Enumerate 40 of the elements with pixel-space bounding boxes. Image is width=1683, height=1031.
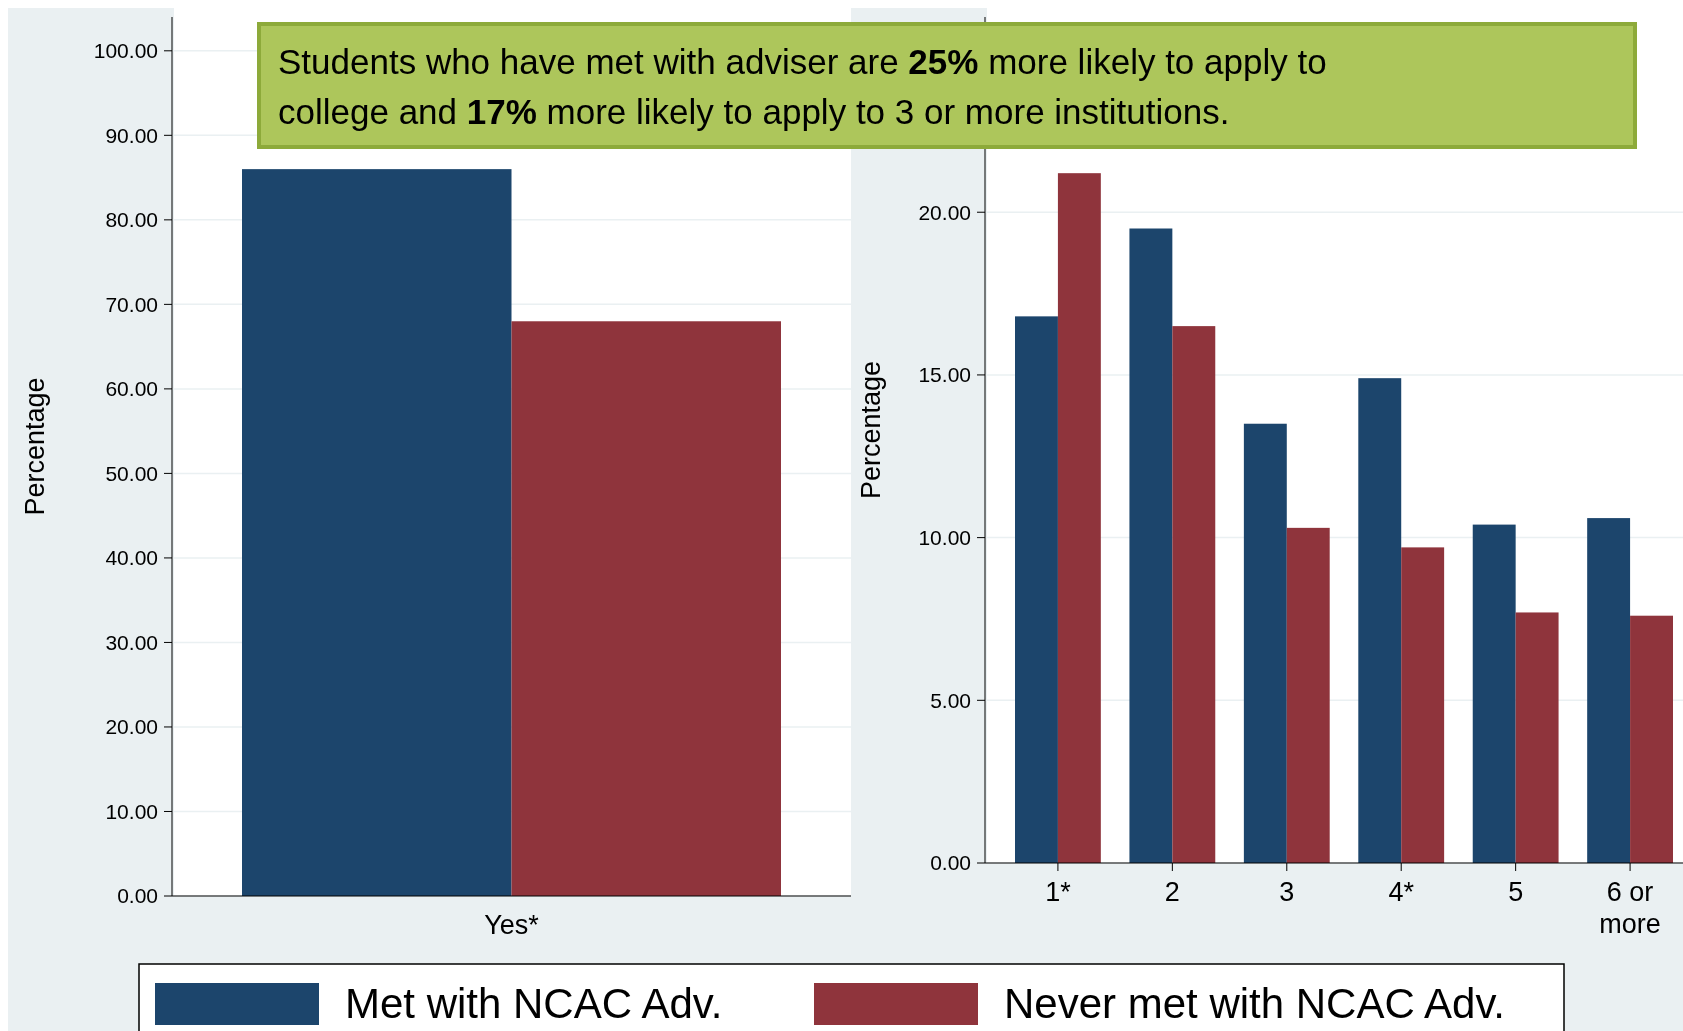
y-tick-label: 20.00 — [918, 200, 971, 224]
x-tick-label: 4* — [1388, 877, 1415, 907]
y-tick-label: 70.00 — [105, 292, 158, 316]
legend-label: Never met with NCAC Adv. — [1004, 980, 1506, 1027]
y-tick-label: 20.00 — [105, 715, 158, 739]
x-tick-label: 3 — [1279, 877, 1295, 907]
y-tick-label: 80.00 — [105, 208, 158, 232]
bar — [1358, 378, 1402, 863]
bar — [1401, 547, 1445, 863]
y-tick-label: 40.00 — [105, 546, 158, 570]
y-tick-label: 50.00 — [105, 461, 158, 485]
y-axis-title: Percentage — [20, 377, 50, 516]
bar — [1243, 423, 1287, 863]
x-tick-label: Yes* — [484, 910, 540, 940]
bar — [1129, 228, 1173, 863]
y-tick-label: 100.00 — [93, 39, 158, 63]
y-tick-label: 0.00 — [930, 851, 971, 875]
callout-box: Students who have met with adviser are 25% more likely to apply to college and 17% more likely to apply to 3 or more institutions. — [257, 22, 1637, 149]
bar — [1286, 527, 1330, 863]
y-tick-label: 30.00 — [105, 630, 158, 654]
y-tick-label: 60.00 — [105, 377, 158, 401]
y-tick-label: 5.00 — [930, 688, 971, 712]
x-tick-label: 6 or more — [1599, 877, 1661, 939]
x-tick-label: 5 — [1508, 877, 1524, 907]
bar — [1630, 615, 1673, 863]
bar — [1587, 518, 1631, 863]
y-axis-title: Percentage — [856, 360, 886, 500]
bar — [1172, 326, 1216, 863]
y-tick-label: 15.00 — [918, 363, 971, 387]
x-tick-label: 1* — [1045, 877, 1072, 907]
y-tick-label: 10.00 — [918, 525, 971, 549]
bar — [1057, 173, 1101, 863]
bar — [1515, 612, 1559, 863]
bar — [1472, 524, 1516, 863]
y-tick-label: 0.00 — [117, 884, 158, 908]
legend-label: Met with NCAC Adv. — [345, 980, 723, 1027]
y-tick-label: 90.00 — [105, 123, 158, 147]
bar — [1015, 316, 1058, 863]
x-tick-label: 2 — [1164, 877, 1180, 907]
y-tick-label: 10.00 — [105, 799, 158, 823]
